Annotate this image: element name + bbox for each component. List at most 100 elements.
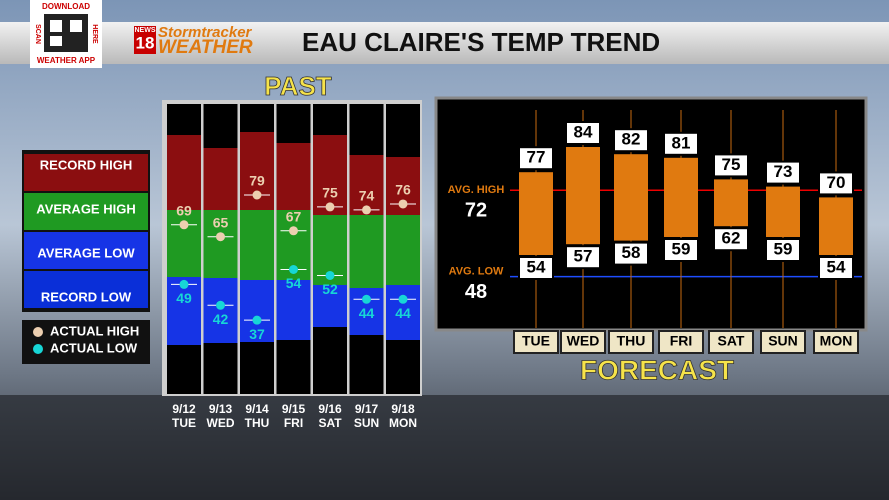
avg-low-label: AVG. LOW: [449, 266, 504, 278]
day-box: [760, 330, 806, 354]
actual-high-label: 69: [176, 203, 192, 219]
day-label: THU: [245, 416, 270, 430]
high-value: 73: [774, 162, 793, 181]
forecast-day: THU: [617, 333, 646, 349]
qr-text: SCAN: [34, 24, 41, 44]
actual-high: [252, 190, 262, 200]
average-band: [167, 210, 201, 277]
actual-high-label: 75: [322, 185, 338, 201]
low-value: 54: [527, 257, 546, 276]
high-value: 70: [827, 173, 846, 192]
record-low-band: [386, 285, 420, 340]
marker-legend-label: ACTUAL HIGH: [50, 323, 139, 338]
actual-low-label: 44: [359, 305, 375, 321]
temp-bar: [519, 172, 553, 255]
value-box: [565, 245, 601, 270]
low-value: 57: [574, 247, 593, 266]
high-value: 75: [722, 155, 741, 174]
value-box: [613, 128, 649, 153]
record-high-band: [167, 135, 201, 210]
average-band: [240, 210, 274, 280]
value-box: [663, 238, 699, 262]
day-label: SUN: [354, 416, 379, 430]
logo-number: 18: [136, 33, 155, 52]
actual-high: [289, 226, 298, 236]
date-label: 9/16: [318, 402, 342, 416]
marker-legend-label: ACTUAL LOW: [50, 340, 138, 355]
logo-brand: Stormtracker: [158, 24, 253, 41]
legend-label: RECORD LOW: [41, 289, 132, 304]
temp-bar: [566, 147, 600, 245]
date-label: 9/15: [282, 402, 306, 416]
average-band: [349, 215, 384, 288]
forecast-title: FORECAST: [580, 354, 734, 385]
value-box: [765, 160, 801, 185]
actual-low: [362, 294, 371, 304]
temp-bar: [664, 157, 698, 237]
value-box: [518, 256, 554, 280]
qr-code: [50, 20, 62, 32]
value-box: [565, 121, 601, 145]
logo-news: NEWS: [135, 27, 156, 34]
qr-code: [44, 14, 88, 52]
average-band: [386, 215, 420, 285]
page-title: EAU CLAIRE'S TEMP TREND: [302, 27, 660, 57]
qr-code: [50, 36, 62, 46]
day-label: WED: [207, 416, 235, 430]
qr-text: HERE: [91, 24, 98, 44]
record-high-band: [203, 148, 238, 210]
day-label: TUE: [172, 416, 196, 430]
actual-low: [289, 265, 298, 274]
forecast-day: SUN: [768, 333, 798, 349]
avg-low-value: 48: [465, 281, 487, 303]
day-label: FRI: [284, 416, 303, 430]
value-box: [713, 227, 749, 252]
day-label: SAT: [318, 416, 342, 430]
average-band: [203, 210, 238, 278]
legend-label: RECORD HIGH: [40, 157, 132, 172]
record-low-band: [203, 278, 238, 343]
actual-low: [398, 294, 408, 304]
actual-high-label: 76: [395, 182, 411, 198]
actual-low: [252, 315, 262, 325]
value-box: [713, 153, 749, 178]
forecast-day: SAT: [718, 333, 745, 349]
high-value: 81: [672, 133, 691, 152]
record-high-band: [349, 155, 384, 215]
day-box: [513, 330, 559, 354]
record-low-band: [276, 280, 311, 340]
actual-high: [398, 199, 408, 209]
day-box: [658, 330, 704, 354]
low-value: 59: [774, 239, 793, 258]
date-label: 9/17: [355, 402, 379, 416]
low-value: 58: [622, 243, 641, 262]
qr-text: DOWNLOAD: [42, 2, 90, 11]
date-label: 9/18: [391, 402, 415, 416]
floor: [0, 395, 889, 500]
actual-low-label: 52: [322, 281, 338, 297]
low-value: 62: [722, 229, 741, 248]
temp-bar: [614, 154, 648, 241]
temp-bar: [714, 179, 748, 227]
value-box: [663, 131, 699, 156]
actual-high: [216, 232, 225, 242]
low-value: 59: [672, 239, 691, 258]
marker-legend-dot: [33, 327, 43, 337]
avg-high-label: AVG. HIGH: [448, 184, 505, 196]
forecast-day: TUE: [522, 333, 550, 349]
record-low-band: [240, 280, 274, 342]
actual-high-label: 79: [249, 173, 265, 189]
legend-swatch: [24, 271, 148, 308]
actual-high-label: 74: [359, 188, 375, 204]
logo-weather: WEATHER: [158, 37, 253, 58]
record-high-band: [276, 143, 311, 210]
forecast-day: WED: [567, 333, 600, 349]
date-label: 9/12: [172, 402, 196, 416]
actual-high-label: 67: [286, 208, 302, 224]
legend-swatch: [24, 232, 148, 269]
high-value: 77: [527, 148, 546, 167]
legend-label: AVERAGE LOW: [37, 245, 135, 260]
actual-low: [179, 279, 189, 289]
